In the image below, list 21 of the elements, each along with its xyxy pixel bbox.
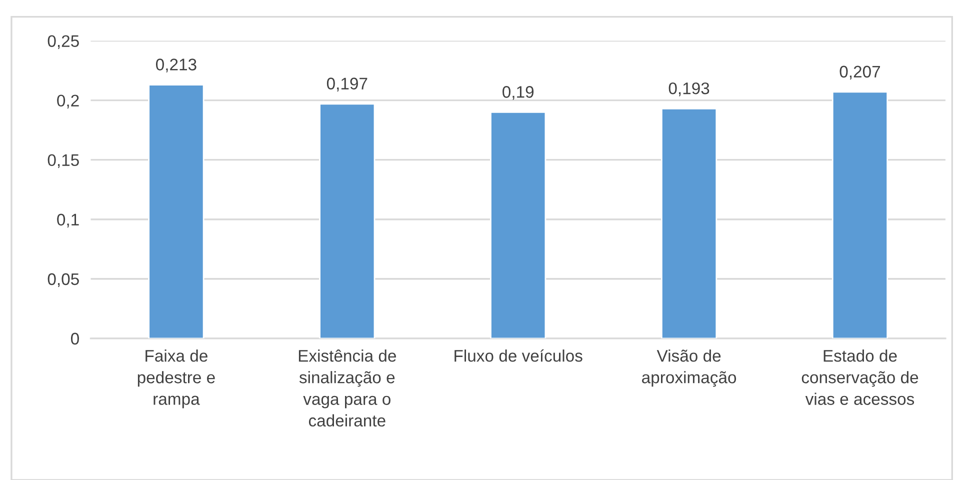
y-tick-label: 0	[70, 332, 79, 345]
y-tick-label: 0,15	[48, 154, 79, 168]
x-tick-label: Visão de aproximação	[642, 350, 736, 387]
x-tick-label: Fluxo de veículos	[454, 349, 582, 362]
bar	[832, 91, 888, 338]
y-tick-label: 0,1	[57, 214, 79, 228]
bar	[319, 103, 376, 338]
bar	[660, 108, 718, 338]
data-label: 0,19	[502, 86, 534, 100]
data-label: 0,193	[668, 82, 710, 96]
x-tick-label: Estado de conservação de vias e acessos	[802, 350, 918, 405]
data-label: 0,213	[156, 58, 196, 72]
y-tick-label: 0,05	[48, 273, 79, 288]
bar	[490, 112, 546, 338]
data-label: 0,207	[840, 66, 880, 80]
y-tick-label: 0,25	[48, 35, 79, 49]
y-tick-label: 0,2	[57, 94, 79, 108]
bar	[148, 84, 204, 338]
data-label: 0,197	[326, 78, 368, 92]
x-tick-label: Existência de sinalização e vaga para o cadeirante	[298, 349, 396, 427]
x-tick-label: Faixa de pedestre e rampa	[138, 350, 215, 408]
